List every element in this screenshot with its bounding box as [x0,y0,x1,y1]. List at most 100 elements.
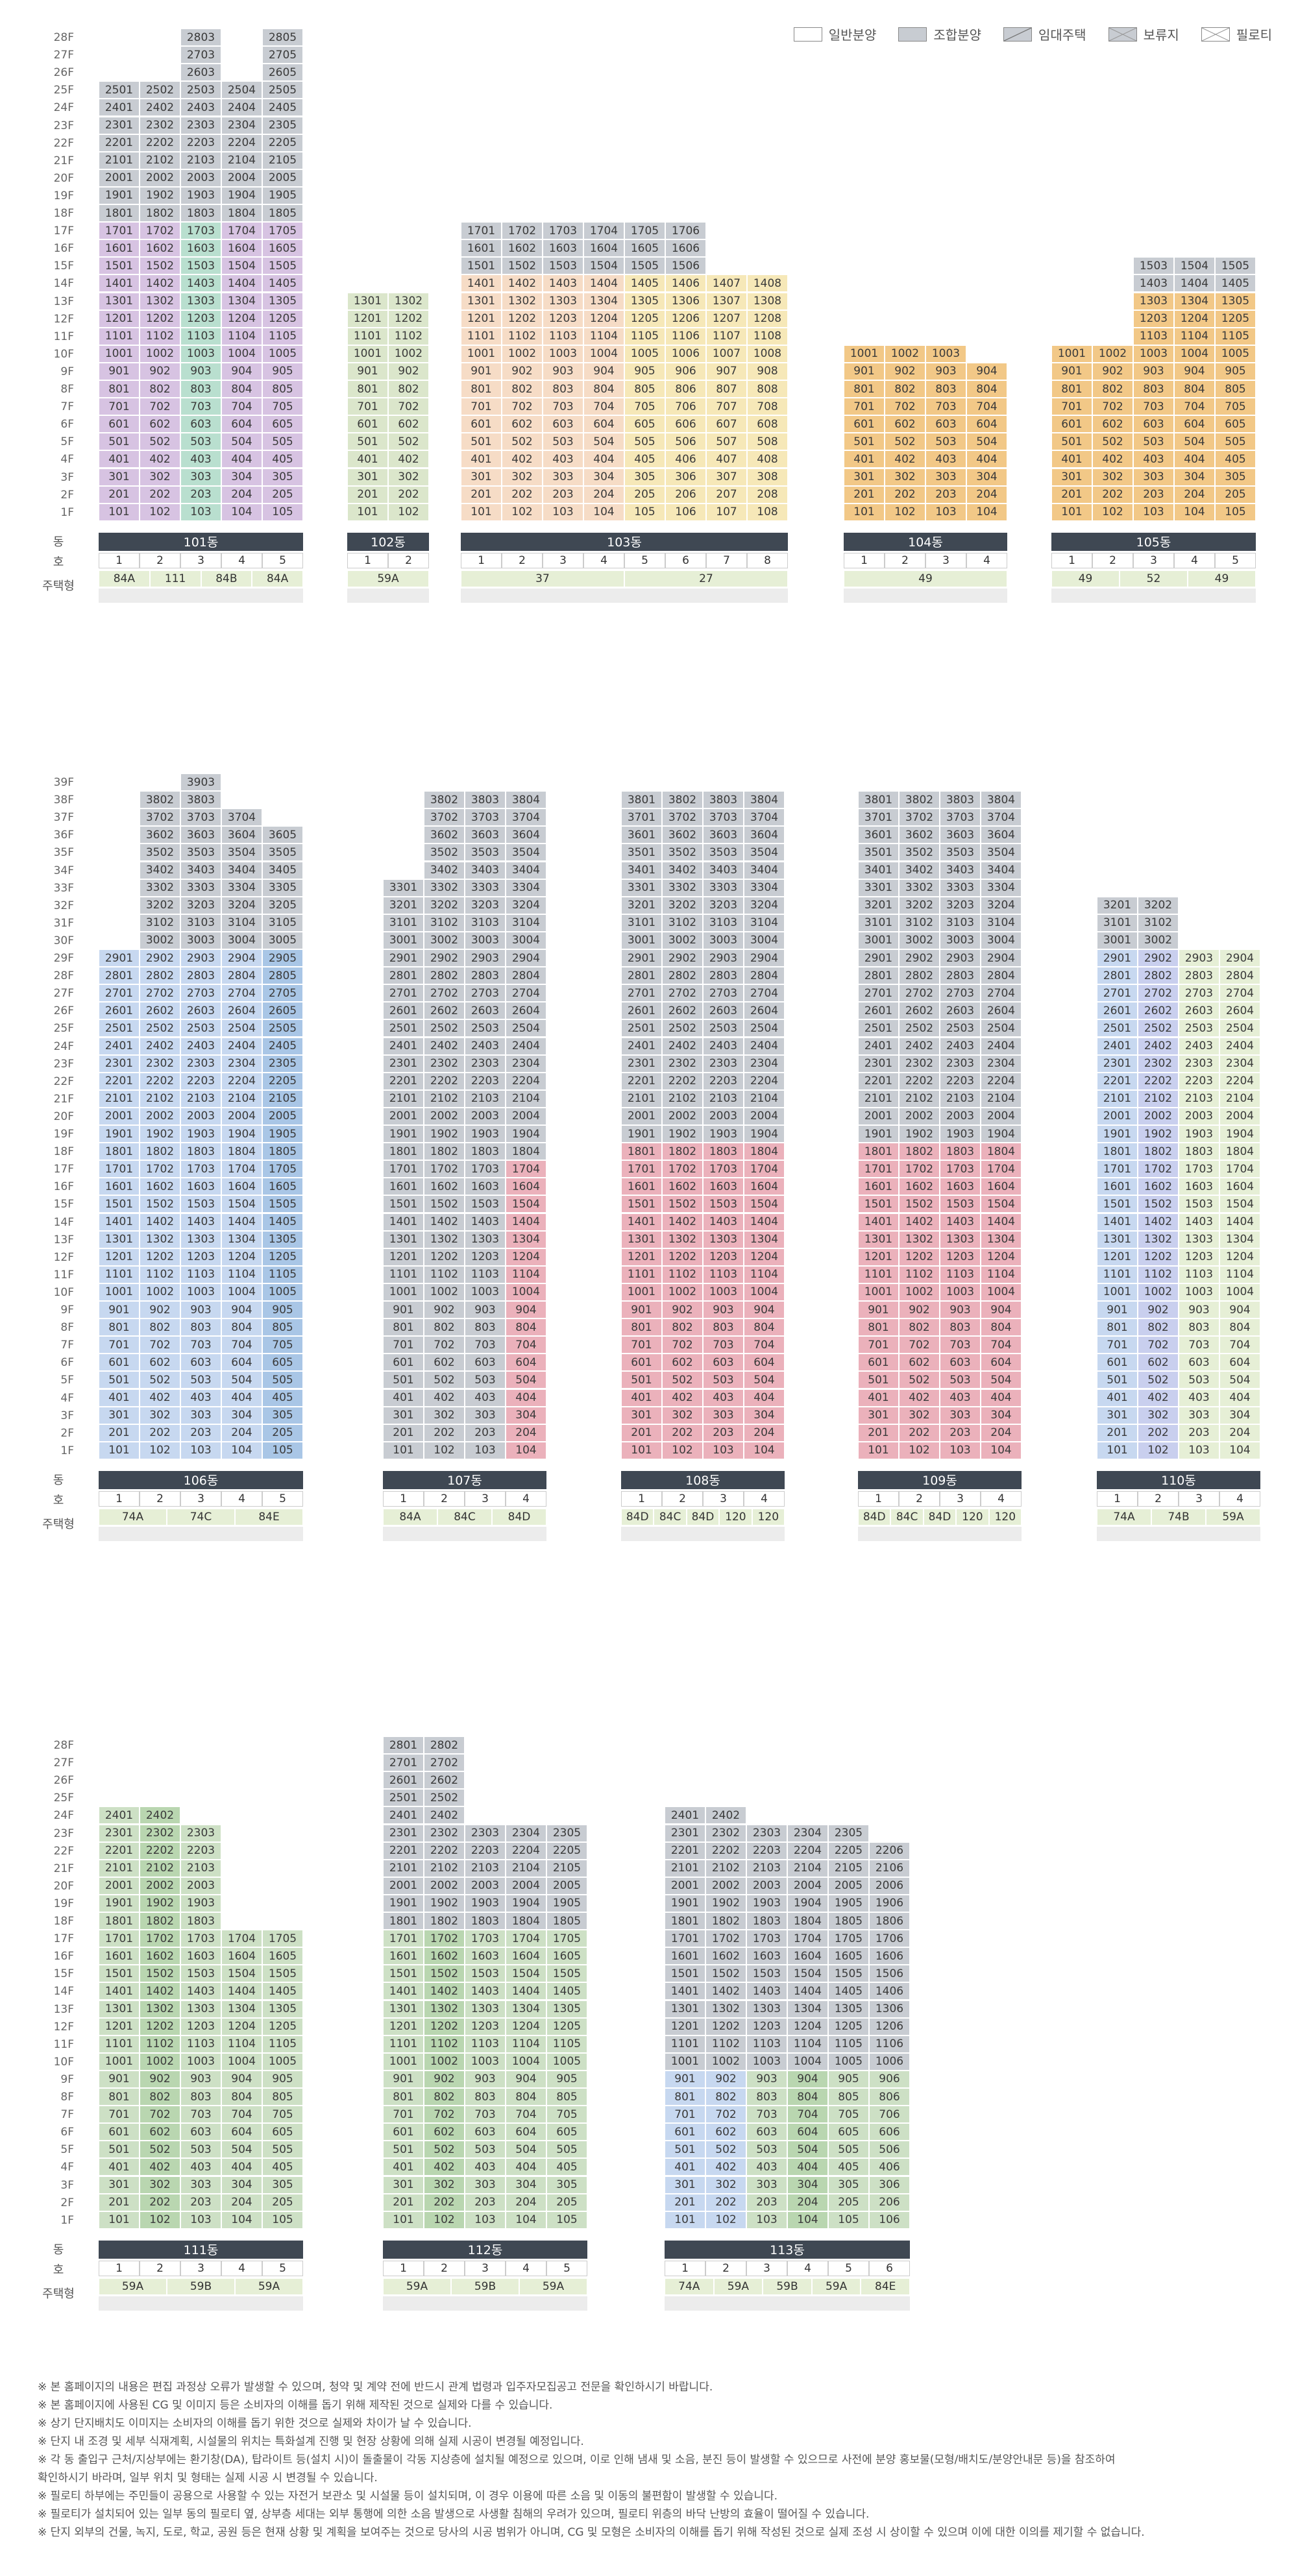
unit-cell[interactable]: 3704 [744,808,785,827]
unit-cell[interactable]: 2102 [140,1859,180,1877]
unit-cell[interactable]: 2103 [940,1089,981,1108]
unit-cell[interactable]: 1102 [140,327,180,345]
unit-cell[interactable]: 3501 [858,844,899,862]
unit-cell[interactable]: 402 [388,450,429,468]
unit-cell[interactable]: 1304 [506,2000,546,2018]
unit-cell[interactable]: 904 [981,1301,1022,1319]
unit-cell[interactable]: 302 [885,468,925,486]
unit-cell[interactable]: 2303 [180,1054,221,1073]
unit-cell[interactable]: 202 [502,485,543,504]
unit-cell[interactable]: 1001 [99,2052,140,2071]
unit-cell[interactable]: 1702 [502,222,543,240]
unit-cell[interactable]: 403 [1133,450,1174,468]
unit-cell[interactable]: 1305 [262,292,303,310]
unit-cell[interactable]: 503 [940,1371,981,1389]
unit-cell[interactable]: 205 [262,485,303,504]
unit-cell[interactable]: 2603 [703,1002,744,1020]
unit-cell[interactable]: 2801 [621,967,662,985]
unit-cell[interactable]: 206 [665,485,706,504]
unit-cell[interactable]: 1801 [99,1143,140,1161]
unit-cell[interactable]: 703 [703,1336,744,1354]
unit-cell[interactable]: 903 [180,1301,221,1319]
unit-cell[interactable]: 104 [221,1441,262,1459]
unit-cell[interactable]: 3401 [858,861,899,879]
unit-cell[interactable]: 902 [885,362,925,380]
unit-cell[interactable]: 302 [1092,468,1133,486]
unit-cell[interactable]: 2304 [787,1824,828,1842]
unit-cell[interactable]: 403 [940,1389,981,1407]
unit-cell[interactable]: 1306 [869,2000,910,2018]
unit-cell[interactable]: 2502 [1138,1019,1179,1038]
unit-cell[interactable]: 2502 [424,1019,465,1038]
unit-cell[interactable]: 1504 [221,1195,262,1213]
unit-cell[interactable]: 2103 [465,1089,506,1108]
unit-cell[interactable]: 1704 [787,1930,828,1948]
unit-cell[interactable]: 401 [99,1389,140,1407]
unit-cell[interactable]: 1003 [703,1283,744,1301]
unit-cell[interactable]: 1903 [180,186,221,204]
unit-cell[interactable]: 1302 [424,2000,465,2018]
unit-cell[interactable]: 306 [869,2176,910,2194]
unit-cell[interactable]: 1505 [262,1965,303,1983]
unit-cell[interactable]: 1004 [221,345,262,363]
unit-cell[interactable]: 2101 [858,1089,899,1108]
unit-cell[interactable]: 1201 [383,1248,424,1266]
unit-cell[interactable]: 203 [180,1424,221,1442]
unit-cell[interactable]: 501 [383,2141,424,2159]
unit-cell[interactable]: 1202 [424,2017,465,2035]
unit-cell[interactable]: 702 [140,2106,180,2124]
unit-cell[interactable]: 1005 [262,345,303,363]
unit-cell[interactable]: 1903 [465,1894,506,1912]
unit-cell[interactable]: 3104 [744,914,785,932]
unit-cell[interactable]: 1603 [543,239,583,258]
unit-cell[interactable]: 2503 [180,1019,221,1038]
unit-cell[interactable]: 602 [424,2123,465,2141]
unit-cell[interactable]: 501 [383,1371,424,1389]
unit-cell[interactable]: 202 [705,2193,746,2211]
unit-cell[interactable]: 1203 [180,1248,221,1266]
unit-cell[interactable]: 3604 [221,826,262,844]
unit-cell[interactable]: 2704 [221,984,262,1002]
unit-cell[interactable]: 2402 [1138,1037,1179,1055]
unit-cell[interactable]: 1503 [180,1195,221,1213]
unit-cell[interactable]: 603 [1133,415,1174,433]
unit-cell[interactable]: 301 [99,2176,140,2194]
unit-cell[interactable]: 3104 [221,914,262,932]
unit-cell[interactable]: 603 [180,1354,221,1372]
unit-cell[interactable]: 1305 [624,292,665,310]
unit-cell[interactable]: 304 [583,468,624,486]
unit-cell[interactable]: 204 [583,485,624,504]
unit-cell[interactable]: 704 [583,398,624,416]
unit-cell[interactable]: 1202 [705,2017,746,2035]
unit-cell[interactable]: 1303 [543,292,583,310]
unit-cell[interactable]: 403 [1179,1389,1219,1407]
unit-cell[interactable]: 3304 [981,879,1022,897]
unit-cell[interactable]: 504 [506,2141,546,2159]
unit-cell[interactable]: 1503 [180,257,221,275]
unit-cell[interactable]: 1902 [899,1125,940,1143]
unit-cell[interactable]: 1503 [180,1965,221,1983]
unit-cell[interactable]: 3203 [465,896,506,914]
unit-cell[interactable]: 303 [180,2176,221,2194]
unit-cell[interactable]: 2004 [221,169,262,187]
unit-cell[interactable]: 505 [262,2141,303,2159]
unit-cell[interactable]: 2404 [1219,1037,1260,1055]
unit-cell[interactable]: 801 [99,2088,140,2106]
unit-cell[interactable]: 1502 [140,257,180,275]
unit-cell[interactable]: 2501 [621,1019,662,1038]
unit-cell[interactable]: 1403 [703,1213,744,1231]
unit-cell[interactable]: 1804 [981,1143,1022,1161]
unit-cell[interactable]: 701 [665,2106,705,2124]
unit-cell[interactable]: 804 [221,2088,262,2106]
unit-cell[interactable]: 704 [787,2106,828,2124]
unit-cell[interactable]: 902 [388,362,429,380]
unit-cell[interactable]: 101 [347,503,388,521]
unit-cell[interactable]: 605 [262,1354,303,1372]
unit-cell[interactable]: 2803 [180,29,221,47]
unit-cell[interactable]: 1005 [262,1283,303,1301]
unit-cell[interactable]: 2404 [744,1037,785,1055]
unit-cell[interactable]: 1701 [99,1160,140,1178]
unit-cell[interactable]: 1301 [383,2000,424,2018]
unit-cell[interactable]: 1604 [1219,1178,1260,1196]
unit-cell[interactable]: 1105 [262,327,303,345]
